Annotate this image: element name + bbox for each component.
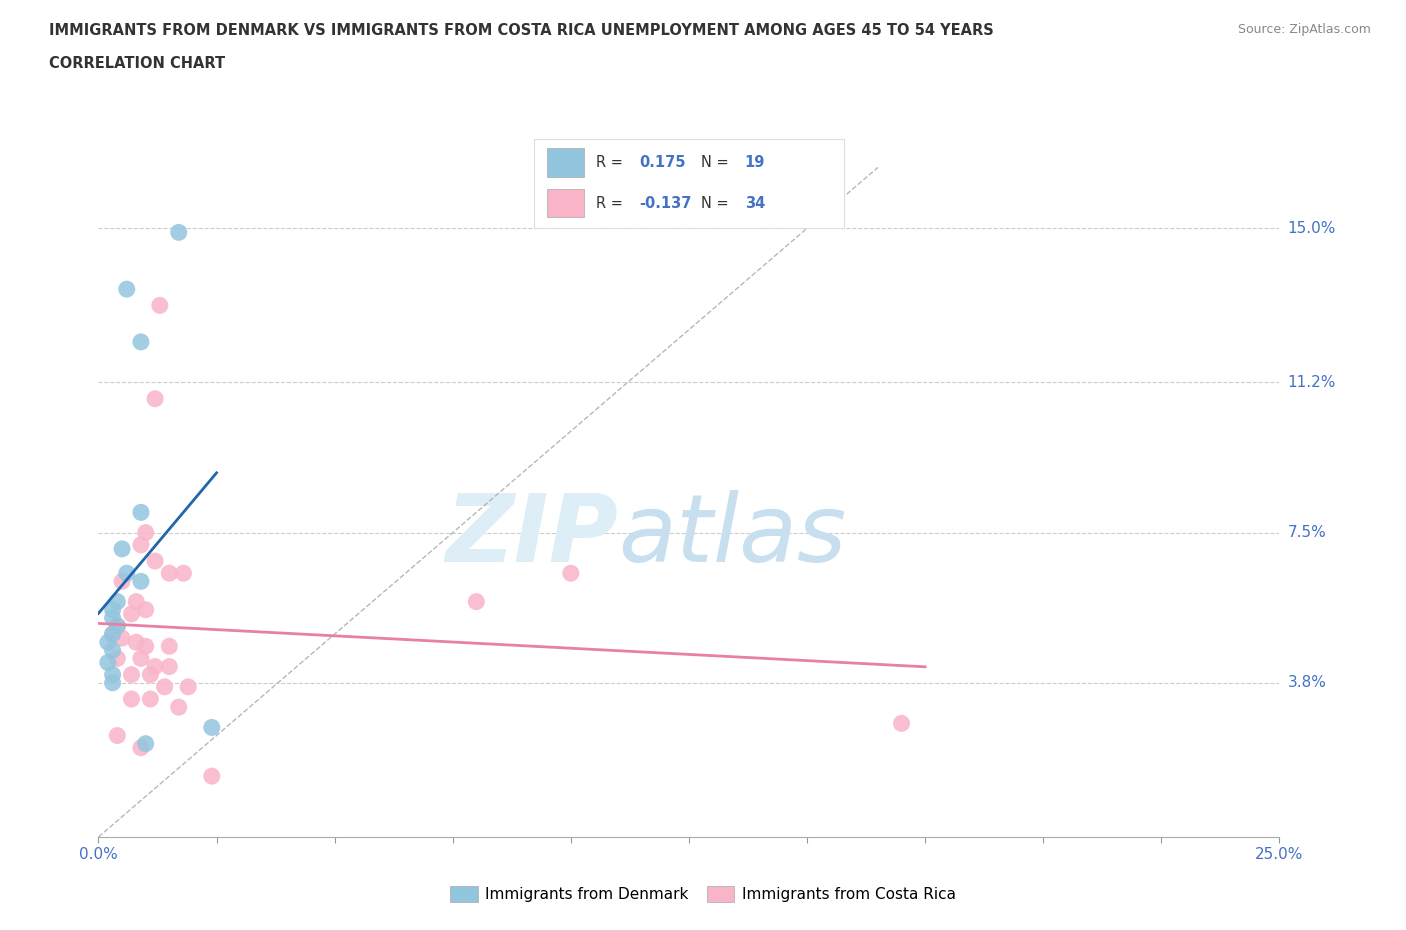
Bar xyxy=(547,148,583,177)
Text: R =: R = xyxy=(596,195,627,210)
Point xyxy=(149,298,172,312)
Point xyxy=(97,635,120,650)
Point xyxy=(167,699,190,714)
Point xyxy=(129,505,152,520)
Text: 3.8%: 3.8% xyxy=(1288,675,1327,690)
Point xyxy=(201,720,224,735)
Point xyxy=(129,651,152,666)
Point xyxy=(115,282,138,297)
Point xyxy=(560,565,582,580)
Text: 7.5%: 7.5% xyxy=(1288,525,1326,540)
Point xyxy=(101,675,124,690)
Point xyxy=(105,728,128,743)
Point xyxy=(129,538,152,552)
Point xyxy=(129,335,152,350)
Point xyxy=(101,627,124,642)
Text: R =: R = xyxy=(596,155,627,170)
Point xyxy=(111,574,134,589)
Point xyxy=(105,618,128,633)
Point xyxy=(465,594,488,609)
Point xyxy=(890,716,912,731)
Point xyxy=(101,627,124,642)
Point xyxy=(129,740,152,755)
Point xyxy=(167,225,190,240)
Text: IMMIGRANTS FROM DENMARK VS IMMIGRANTS FROM COSTA RICA UNEMPLOYMENT AMONG AGES 45: IMMIGRANTS FROM DENMARK VS IMMIGRANTS FR… xyxy=(49,23,994,38)
Point xyxy=(105,618,128,633)
Text: N =: N = xyxy=(702,155,734,170)
Point xyxy=(143,553,166,568)
Point xyxy=(129,574,152,589)
Text: atlas: atlas xyxy=(619,490,846,581)
Bar xyxy=(547,189,583,218)
Point xyxy=(111,631,134,645)
Point xyxy=(139,692,162,707)
Text: CORRELATION CHART: CORRELATION CHART xyxy=(49,56,225,71)
Point xyxy=(101,667,124,682)
Point xyxy=(105,594,128,609)
Point xyxy=(157,659,180,674)
Point xyxy=(101,610,124,625)
Point xyxy=(125,635,148,650)
Text: -0.137: -0.137 xyxy=(640,195,692,210)
Text: N =: N = xyxy=(702,195,734,210)
Point xyxy=(125,594,148,609)
Point xyxy=(201,769,224,784)
Text: 15.0%: 15.0% xyxy=(1288,220,1336,236)
Point xyxy=(121,692,143,707)
Point xyxy=(97,655,120,670)
Point xyxy=(111,541,134,556)
Point xyxy=(101,643,124,658)
Point xyxy=(135,603,157,618)
Text: 34: 34 xyxy=(745,195,765,210)
Point xyxy=(121,667,143,682)
Text: ZIP: ZIP xyxy=(446,490,619,581)
Point xyxy=(105,651,128,666)
Text: Source: ZipAtlas.com: Source: ZipAtlas.com xyxy=(1237,23,1371,36)
Point xyxy=(139,667,162,682)
Point xyxy=(135,525,157,540)
Point xyxy=(135,737,157,751)
Legend: Immigrants from Denmark, Immigrants from Costa Rica: Immigrants from Denmark, Immigrants from… xyxy=(444,880,962,909)
Text: 19: 19 xyxy=(745,155,765,170)
Point xyxy=(115,565,138,580)
Point xyxy=(157,639,180,654)
Text: 11.2%: 11.2% xyxy=(1288,375,1336,390)
Point xyxy=(101,603,124,618)
Point xyxy=(153,680,176,695)
Text: 0.175: 0.175 xyxy=(640,155,686,170)
Point xyxy=(121,606,143,621)
Point xyxy=(143,659,166,674)
Point xyxy=(157,565,180,580)
Point xyxy=(177,680,200,695)
Point xyxy=(143,392,166,406)
Point xyxy=(172,565,194,580)
Point xyxy=(135,639,157,654)
